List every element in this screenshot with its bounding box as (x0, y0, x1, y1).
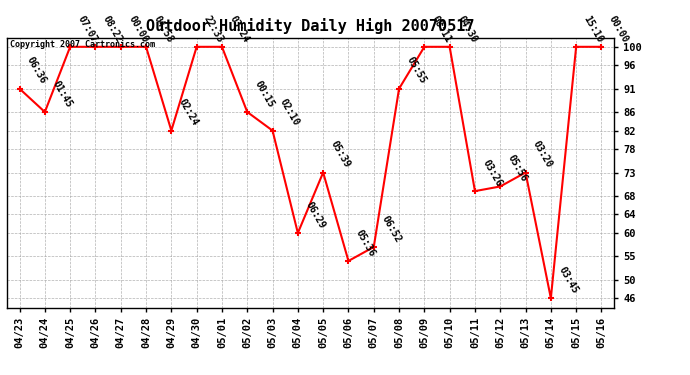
Text: 22:33: 22:33 (202, 13, 226, 44)
Text: 03:20: 03:20 (531, 139, 555, 170)
Text: 03:26: 03:26 (480, 158, 504, 188)
Text: 05:39: 05:39 (328, 139, 352, 170)
Text: 08:11: 08:11 (430, 13, 453, 44)
Text: 02:24: 02:24 (177, 98, 200, 128)
Text: 05:36: 05:36 (354, 228, 377, 258)
Text: 05:56: 05:56 (506, 153, 529, 184)
Text: 00:15: 00:15 (253, 79, 276, 109)
Text: Copyright 2007 Cartronics.com: Copyright 2007 Cartronics.com (10, 40, 155, 49)
Text: 03:45: 03:45 (556, 265, 580, 296)
Text: 00:00: 00:00 (607, 13, 631, 44)
Text: 06:36: 06:36 (25, 56, 48, 86)
Text: 15:10: 15:10 (582, 13, 605, 44)
Text: 07:07: 07:07 (76, 13, 99, 44)
Text: 01:45: 01:45 (50, 79, 74, 109)
Text: 05:55: 05:55 (404, 56, 428, 86)
Text: 04:58: 04:58 (152, 13, 175, 44)
Text: 08:22: 08:22 (101, 13, 124, 44)
Text: 06:52: 06:52 (380, 214, 403, 244)
Text: 02:10: 02:10 (278, 98, 302, 128)
Title: Outdoor Humidity Daily High 20070517: Outdoor Humidity Daily High 20070517 (146, 18, 475, 33)
Text: 04:30: 04:30 (455, 13, 479, 44)
Text: 00:00: 00:00 (126, 13, 150, 44)
Text: 06:29: 06:29 (304, 200, 327, 230)
Text: 03:24: 03:24 (228, 13, 251, 44)
